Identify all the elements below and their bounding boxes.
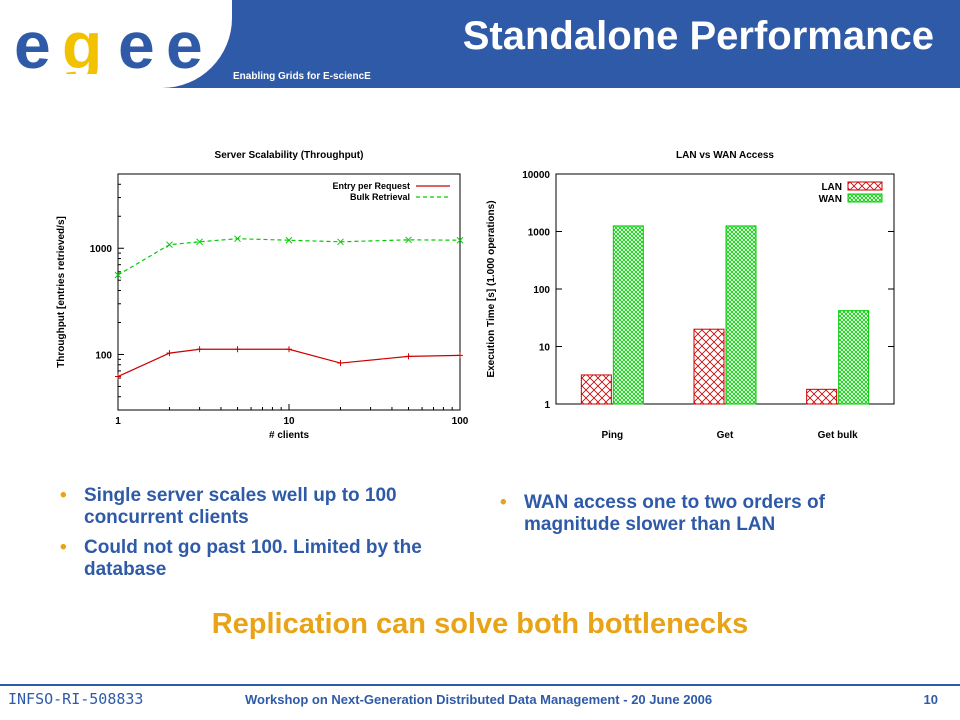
page-number: 10 [923,692,938,707]
x-tick-label: 100 [452,416,469,427]
bullet-dot: • [500,492,507,513]
x-tick-label: Get bulk [818,430,858,441]
legend-label: WAN [819,194,842,205]
scalability-chart: Server Scalability (Throughput) 1 10 100 100… [52,142,472,442]
scalability-chart-svg: Server Scalability (Throughput) 1 10 100 100… [56,150,469,441]
logo-area: e g e e [0,0,232,88]
y-tick-label: 1 [544,400,550,411]
chart-title: LAN vs WAN Access [676,150,774,161]
bullet-item: • WAN access one to two orders of magnit… [500,492,920,536]
bullets-right: • WAN access one to two orders of magnit… [500,492,920,544]
footer-event: Workshop on Next-Generation Distributed … [245,692,713,707]
y-tick-label: 1000 [528,228,551,239]
bullet-item: • Single server scales well up to 100 co… [60,485,480,529]
bullet-item: • Could not go past 100. Limited by the … [60,537,480,581]
x-tick-label: 1 [115,416,121,427]
legend-swatch [847,181,883,191]
x-tick-label: Ping [601,430,623,441]
bullets-left: • Single server scales well up to 100 co… [60,485,480,589]
footer-divider [0,684,960,686]
conclusion-text: Replication can solve both bottlenecks [211,608,749,640]
y-axis-label: Execution Time [s] (1.000 operations) [486,200,497,377]
svg-text:e: e [166,16,203,74]
svg-text:e: e [14,16,51,74]
svg-text:g: g [62,16,102,74]
bullet-text: Could not go past 100. Limited by the da… [84,537,422,580]
data-point [285,236,293,244]
legend-label: Bulk Retrieval [350,192,410,202]
bar [725,225,757,405]
y-tick-label: 10000 [522,170,550,181]
bar [806,388,838,405]
y-tick-label: 10 [539,343,551,354]
svg-text:e: e [118,16,155,74]
data-point [114,271,122,279]
data-point [166,241,173,249]
legend-swatch [847,193,883,203]
data-point [196,238,203,246]
x-tick-label: 10 [283,416,295,427]
bar [838,310,870,405]
data-point [456,236,464,244]
bullet-dot: • [60,537,67,558]
lan-wan-chart-svg: LAN vs WAN Access 1 10 100 1000 10000 Executio… [486,150,895,441]
data-point [337,238,344,246]
y-tick-label: 100 [533,285,550,296]
tagline: Enabling Grids for E-sciencE [233,71,371,82]
plot-frame [117,173,461,411]
bullet-text: Single server scales well up to 100 conc… [84,485,397,528]
page-title: Standalone Performance [462,14,934,58]
chart-title: Server Scalability (Throughput) [215,150,364,161]
lan-wan-chart: LAN vs WAN Access 1 10 100 1000 10000 Executio… [482,142,902,442]
x-tick-label: Get [717,430,734,441]
legend-label: LAN [821,182,842,193]
bullet-dot: • [60,485,67,506]
y-tick-label: 1000 [90,244,113,255]
egee-logo: e g e e [14,16,203,74]
x-axis-label: # clients [269,430,309,441]
y-tick-label: 100 [95,350,112,361]
footer-project-id: INFSO-RI-508833 [8,690,144,708]
data-point [234,235,241,243]
y-axis-label: Throughput [entries retrieved/s] [56,216,67,368]
bar [612,225,644,405]
series-line [117,348,461,378]
bar [580,374,612,405]
bullet-text: WAN access one to two orders of magnitud… [524,492,825,535]
bar [693,328,725,405]
data-point [405,236,412,244]
series-line [117,238,461,276]
legend-label: Entry per Request [332,181,410,191]
